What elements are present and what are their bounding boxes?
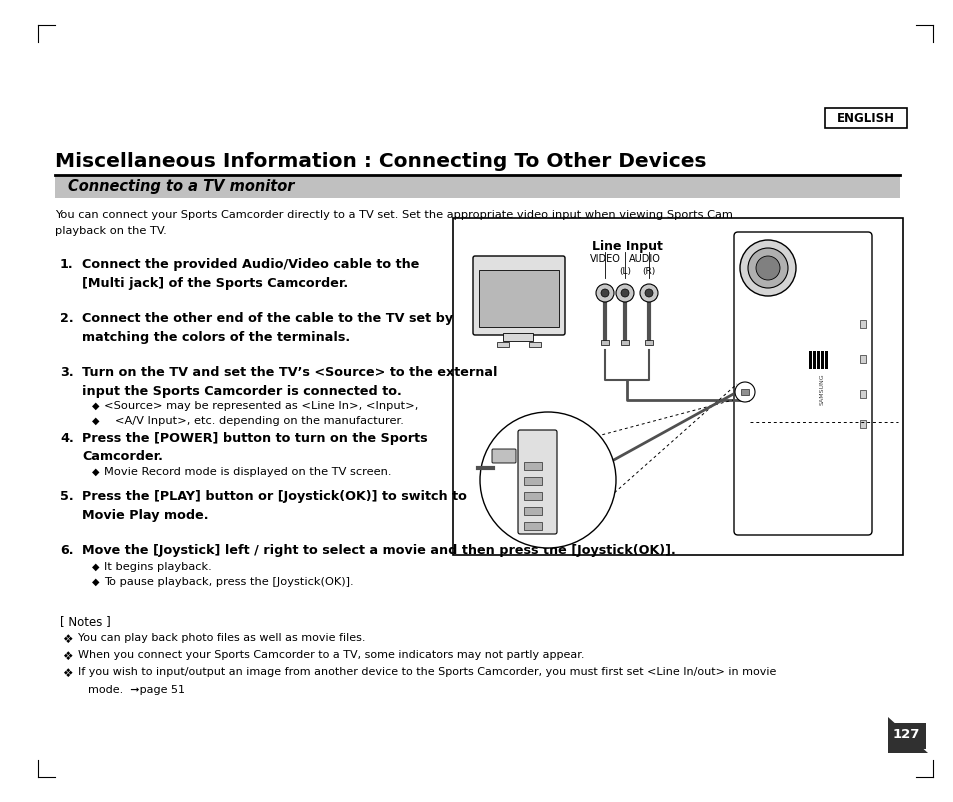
Text: VIDEO: VIDEO [589, 254, 619, 264]
Text: ◆: ◆ [91, 401, 99, 411]
Text: ◆: ◆ [91, 416, 99, 426]
Bar [523, 492, 541, 500]
Bar [740, 389, 748, 395]
Text: Connect the provided Audio/Video cable to the
[Multi jack] of the Sports Camcord: Connect the provided Audio/Video cable t… [82, 258, 419, 290]
Text: ❖: ❖ [62, 633, 72, 646]
Text: Connect the other end of the cable to the TV set by
matching the colors of the t: Connect the other end of the cable to th… [82, 312, 453, 343]
Text: ❖: ❖ [62, 650, 72, 663]
Bar [55, 176, 899, 198]
Bar [809, 350, 811, 369]
Text: SAMSUNG: SAMSUNG [820, 374, 824, 405]
Circle shape [644, 289, 652, 297]
Circle shape [600, 289, 608, 297]
FancyBboxPatch shape [733, 232, 871, 535]
Text: Press the [POWER] button to turn on the Sports
Camcorder.: Press the [POWER] button to turn on the … [82, 432, 427, 464]
Circle shape [747, 248, 787, 288]
Bar [824, 350, 827, 369]
Text: AUDIO: AUDIO [628, 254, 660, 264]
Text: ◆: ◆ [91, 562, 99, 572]
Circle shape [616, 284, 634, 302]
Text: It begins playback.: It begins playback. [104, 562, 212, 572]
Bar [620, 340, 628, 345]
Bar [821, 350, 823, 369]
Bar [502, 333, 533, 341]
Bar [453, 218, 902, 555]
Text: Press the [PLAY] button or [Joystick(OK)] to switch to
Movie Play mode.: Press the [PLAY] button or [Joystick(OK)… [82, 490, 466, 521]
Text: 2.: 2. [60, 312, 73, 325]
Text: ◆: ◆ [91, 577, 99, 587]
Text: ❖: ❖ [62, 667, 72, 680]
Text: Miscellaneous Information : Connecting To Other Devices: Miscellaneous Information : Connecting T… [55, 152, 706, 171]
Text: <Source> may be represented as <Line In>, <Input>,: <Source> may be represented as <Line In>… [104, 401, 418, 411]
Circle shape [755, 256, 780, 280]
Bar [817, 350, 820, 369]
Bar [529, 342, 540, 347]
Bar [478, 270, 558, 327]
Text: ◆: ◆ [91, 467, 99, 477]
Text: Turn on the TV and set the TV’s <Source> to the external
input the Sports Camcor: Turn on the TV and set the TV’s <Source>… [82, 366, 497, 398]
Text: 127: 127 [891, 728, 919, 742]
Circle shape [620, 289, 628, 297]
Circle shape [734, 382, 754, 402]
Text: You can play back photo files as well as movie files.: You can play back photo files as well as… [78, 633, 365, 643]
Bar [887, 723, 925, 749]
Circle shape [639, 284, 658, 302]
FancyBboxPatch shape [473, 256, 564, 335]
Text: mode.  ➞page 51: mode. ➞page 51 [88, 685, 185, 695]
Bar [523, 522, 541, 530]
Bar [497, 342, 509, 347]
Bar [523, 462, 541, 470]
Bar [859, 420, 865, 428]
Text: When you connect your Sports Camcorder to a TV, some indicators may not partly a: When you connect your Sports Camcorder t… [78, 650, 584, 660]
Text: 5.: 5. [60, 490, 73, 503]
Polygon shape [887, 717, 927, 753]
Text: Line Input: Line Input [591, 240, 661, 253]
Text: Movie Record mode is displayed on the TV screen.: Movie Record mode is displayed on the TV… [104, 467, 391, 477]
Text: Move the [Joystick] left / right to select a movie and then press the [Joystick(: Move the [Joystick] left / right to sele… [82, 544, 675, 557]
Bar [523, 477, 541, 485]
Bar [813, 350, 815, 369]
Text: 6.: 6. [60, 544, 73, 557]
Text: playback on the TV.: playback on the TV. [55, 226, 167, 236]
Text: To pause playback, press the [Joystick(OK)].: To pause playback, press the [Joystick(O… [104, 577, 354, 587]
Text: [ Notes ]: [ Notes ] [60, 615, 111, 628]
Text: 1.: 1. [60, 258, 73, 271]
Text: If you wish to input/output an image from another device to the Sports Camcorder: If you wish to input/output an image fro… [78, 667, 776, 677]
FancyBboxPatch shape [517, 430, 557, 534]
Circle shape [596, 284, 614, 302]
Bar [824, 108, 906, 128]
Text: (R): (R) [641, 267, 655, 276]
FancyBboxPatch shape [492, 449, 516, 463]
Text: (L): (L) [618, 267, 630, 276]
Bar [859, 320, 865, 328]
Bar [644, 340, 652, 345]
Bar [523, 507, 541, 515]
Text: 4.: 4. [60, 432, 73, 445]
Text: <A/V Input>, etc. depending on the manufacturer.: <A/V Input>, etc. depending on the manuf… [104, 416, 403, 426]
Text: You can connect your Sports Camcorder directly to a TV set. Set the appropriate : You can connect your Sports Camcorder di… [55, 210, 732, 220]
Circle shape [479, 412, 616, 548]
Text: ENGLISH: ENGLISH [836, 111, 894, 124]
Bar [600, 340, 608, 345]
Text: Connecting to a TV monitor: Connecting to a TV monitor [68, 179, 294, 193]
Circle shape [740, 240, 795, 296]
Text: 3.: 3. [60, 366, 73, 379]
Bar [859, 355, 865, 363]
Bar [859, 390, 865, 398]
